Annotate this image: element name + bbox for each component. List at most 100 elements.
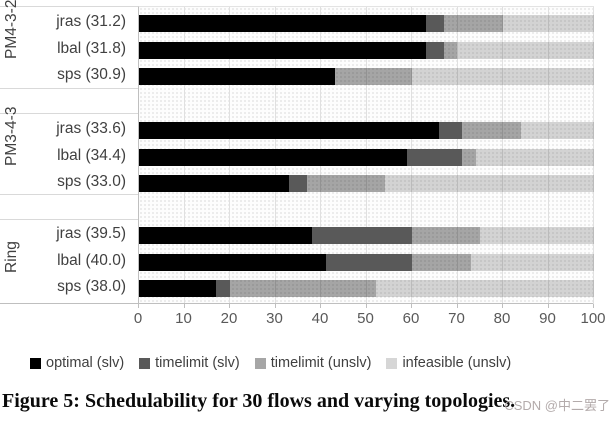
axis-tick-mark (320, 304, 321, 308)
bar-segment-optimal-slv- (139, 253, 326, 271)
bar-segment-infeasible-unslv- (457, 41, 594, 59)
legend-item: infeasible (unslv) (386, 355, 511, 371)
bar-segment-timelimit-slv- (425, 15, 444, 32)
axis-tick-mark (229, 304, 230, 308)
legend-label: timelimit (unslv) (270, 355, 372, 371)
category-label: lbal (40.0) (57, 251, 126, 269)
bar-segment-timelimit-slv- (425, 41, 444, 59)
csdn-watermark: CSDN @中二罢了 (504, 398, 610, 413)
x-axis-tick-label: 60 (402, 310, 420, 327)
bar-segment-infeasible-unslv- (475, 148, 594, 166)
category-label: jras (31.2) (56, 13, 126, 30)
chart-legend: optimal (slv) timelimit (slv) timelimit (u… (30, 353, 605, 373)
bar-row (139, 227, 594, 244)
bar-segment-timelimit-slv- (311, 227, 412, 244)
bar-row (139, 68, 594, 85)
category-separator (0, 113, 138, 114)
bar-segment-timelimit-unslv- (411, 253, 472, 271)
bar-row (139, 253, 594, 271)
x-axis-tick-label: 100 (580, 310, 606, 327)
bar-segment-optimal-slv- (139, 68, 335, 85)
bar-segment-infeasible-unslv- (480, 227, 594, 244)
category-label: jras (39.5) (56, 225, 126, 242)
legend-swatch (254, 357, 266, 369)
axis-tick-mark (183, 304, 185, 308)
gridline (593, 7, 594, 304)
plot-area (138, 6, 594, 304)
axis-tick-mark (274, 304, 276, 308)
x-axis-tick-label: 30 (266, 310, 283, 327)
legend-swatch (139, 357, 151, 369)
axis-tick-mark (456, 304, 458, 308)
bar-segment-optimal-slv- (139, 122, 440, 139)
x-axis-tick-label: 90 (539, 310, 556, 327)
bar-segment-timelimit-unslv- (334, 68, 412, 85)
bar-segment-timelimit-slv- (289, 175, 308, 192)
category-label: jras (33.6) (56, 120, 126, 137)
x-axis-tick-label: 40 (311, 310, 329, 327)
x-axis-tick-label: 70 (448, 310, 465, 327)
bar-row (139, 122, 594, 139)
bar-segment-infeasible-unslv- (471, 253, 594, 271)
legend-label: timelimit (slv) (155, 355, 240, 371)
category-label: lbal (31.8) (57, 39, 126, 57)
legend-item: timelimit (slv) (139, 355, 240, 371)
x-axis-line (0, 303, 593, 304)
axis-tick-mark (411, 304, 412, 308)
bar-row (139, 280, 594, 297)
x-axis-tick-label: 80 (493, 310, 511, 327)
bar-segment-timelimit-unslv- (229, 280, 376, 297)
legend-label: optimal (slv) (46, 355, 125, 371)
category-separator (0, 194, 138, 195)
bar-row (139, 175, 594, 192)
bar-segment-timelimit-unslv- (307, 175, 385, 192)
bar-segment-optimal-slv- (139, 41, 426, 59)
bar-segment-optimal-slv- (139, 280, 217, 297)
axis-tick-mark (593, 304, 594, 308)
bar-segment-timelimit-slv- (439, 122, 463, 139)
axis-tick-mark (502, 304, 503, 308)
bar-segment-optimal-slv- (139, 175, 290, 192)
bar-segment-infeasible-unslv- (411, 68, 594, 85)
bar-segment-infeasible-unslv- (502, 15, 594, 32)
gridline (502, 7, 503, 304)
figure-caption: Figure 5: Schedulability for 30 flows an… (2, 390, 516, 412)
axis-tick-mark (138, 304, 139, 308)
x-axis-tick-label: 10 (175, 310, 192, 327)
legend-item: optimal (slv) (30, 355, 124, 371)
category-label: sps (33.0) (57, 173, 126, 190)
legend-label: infeasible (unslv) (402, 355, 512, 371)
bar-row (139, 41, 594, 59)
bar-segment-timelimit-slv- (216, 280, 230, 297)
bar-segment-optimal-slv- (139, 15, 426, 32)
axis-tick-mark (547, 304, 549, 308)
bar-segment-infeasible-unslv- (521, 122, 594, 139)
bar-segment-timelimit-slv- (325, 253, 412, 271)
bar-segment-timelimit-unslv- (462, 148, 476, 166)
bar-segment-timelimit-unslv- (443, 15, 503, 32)
gridline (547, 7, 549, 304)
x-axis-tick-label: 20 (220, 310, 238, 327)
category-separator (0, 6, 138, 7)
x-axis-tick-label: 50 (357, 310, 374, 327)
category-separator (0, 88, 138, 89)
x-axis-tick-label: 0 (133, 310, 143, 327)
category-label: sps (38.0) (57, 278, 126, 295)
bar-segment-optimal-slv- (139, 227, 312, 244)
bar-segment-timelimit-unslv- (462, 122, 522, 139)
category-label: lbal (34.4) (57, 146, 126, 164)
category-separator (0, 219, 138, 220)
legend-swatch (30, 357, 41, 369)
bar-segment-infeasible-unslv- (384, 175, 594, 192)
bar-segment-timelimit-unslv- (411, 227, 481, 244)
legend-swatch (386, 357, 398, 369)
bar-segment-optimal-slv- (139, 148, 408, 166)
axis-tick-mark (365, 304, 367, 308)
bar-segment-timelimit-unslv- (443, 41, 458, 59)
bar-row (139, 148, 594, 166)
legend-item: timelimit (unslv) (254, 355, 372, 371)
bar-row (139, 15, 594, 32)
bar-segment-infeasible-unslv- (375, 280, 594, 297)
bar-segment-timelimit-slv- (407, 148, 463, 166)
